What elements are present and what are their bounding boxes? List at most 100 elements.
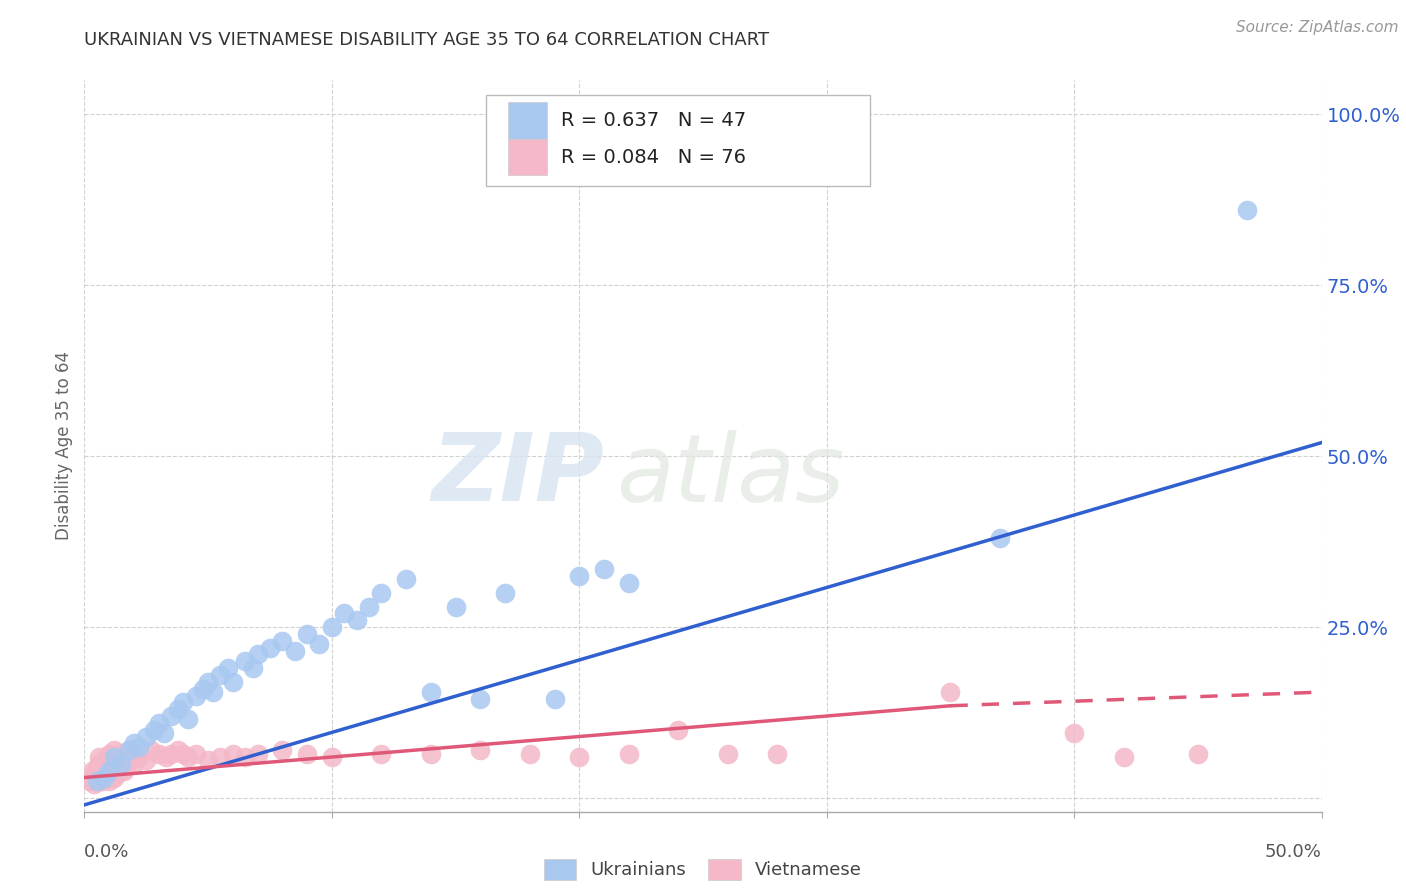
Point <box>271 633 294 648</box>
Point <box>93 771 115 785</box>
Point <box>93 767 115 781</box>
Bar <box>508 139 547 176</box>
Point <box>89 756 111 771</box>
Point <box>100 764 122 778</box>
Point <box>259 640 281 655</box>
Point <box>98 767 121 781</box>
Point <box>122 736 145 750</box>
Point <box>98 774 121 789</box>
Point <box>284 644 307 658</box>
Point <box>222 674 245 689</box>
Point <box>617 575 640 590</box>
Point <box>93 760 115 774</box>
Point <box>333 607 356 621</box>
Point <box>177 750 200 764</box>
Point <box>115 760 138 774</box>
Point <box>246 747 269 761</box>
Point <box>93 754 115 768</box>
Point <box>357 599 380 614</box>
Point <box>191 681 214 696</box>
Point <box>271 743 294 757</box>
Point <box>103 760 125 774</box>
Point <box>1187 747 1209 761</box>
Point <box>172 747 194 761</box>
Point <box>202 685 225 699</box>
Point <box>96 750 118 764</box>
Point <box>233 750 256 764</box>
Point <box>197 674 219 689</box>
Point <box>110 756 132 771</box>
Point <box>120 750 142 764</box>
Point <box>86 760 108 774</box>
Point <box>209 750 232 764</box>
Point <box>246 648 269 662</box>
Point <box>568 569 591 583</box>
Point <box>370 586 392 600</box>
Point <box>98 764 121 778</box>
Point <box>141 743 163 757</box>
Point <box>86 771 108 785</box>
Point <box>172 695 194 709</box>
Point <box>89 774 111 789</box>
Point <box>242 661 264 675</box>
Point <box>110 747 132 761</box>
Point <box>717 747 740 761</box>
Text: Source: ZipAtlas.com: Source: ZipAtlas.com <box>1236 20 1399 35</box>
Point <box>184 747 207 761</box>
Point <box>83 777 105 791</box>
Point <box>79 774 101 789</box>
Point <box>568 750 591 764</box>
Point <box>543 692 565 706</box>
Point <box>470 743 492 757</box>
Point <box>295 747 318 761</box>
Text: UKRAINIAN VS VIETNAMESE DISABILITY AGE 35 TO 64 CORRELATION CHART: UKRAINIAN VS VIETNAMESE DISABILITY AGE 3… <box>84 31 769 49</box>
Text: atlas: atlas <box>616 430 845 521</box>
Point <box>86 774 108 789</box>
Point <box>96 764 118 778</box>
Point <box>766 747 789 761</box>
Point <box>1112 750 1135 764</box>
Point <box>177 713 200 727</box>
Y-axis label: Disability Age 35 to 64: Disability Age 35 to 64 <box>55 351 73 541</box>
Text: 0.0%: 0.0% <box>84 843 129 861</box>
Point <box>128 750 150 764</box>
Point <box>197 754 219 768</box>
Point <box>152 726 174 740</box>
Point <box>105 756 128 771</box>
Point <box>209 668 232 682</box>
Point <box>90 771 112 785</box>
Point <box>308 637 330 651</box>
Point <box>148 747 170 761</box>
Point <box>135 730 157 744</box>
Point <box>96 771 118 785</box>
Point <box>80 771 103 785</box>
Point <box>118 743 141 757</box>
Point <box>184 689 207 703</box>
Point <box>112 754 135 768</box>
Point <box>167 743 190 757</box>
Point <box>395 572 418 586</box>
Point <box>617 747 640 761</box>
Point <box>103 750 125 764</box>
Text: R = 0.637   N = 47: R = 0.637 N = 47 <box>561 111 745 130</box>
Point <box>98 756 121 771</box>
Point <box>105 767 128 781</box>
Point <box>444 599 467 614</box>
Bar <box>508 103 547 139</box>
Point <box>89 767 111 781</box>
Point <box>167 702 190 716</box>
Point <box>321 620 343 634</box>
Point <box>118 743 141 757</box>
Point <box>939 685 962 699</box>
Point <box>1063 726 1085 740</box>
Point <box>100 754 122 768</box>
Point <box>370 747 392 761</box>
Text: R = 0.084   N = 76: R = 0.084 N = 76 <box>561 147 745 167</box>
Text: 50.0%: 50.0% <box>1265 843 1322 861</box>
Point <box>122 756 145 771</box>
Point <box>89 750 111 764</box>
Point <box>118 754 141 768</box>
Point <box>108 750 131 764</box>
Point <box>110 756 132 771</box>
Point <box>419 747 441 761</box>
